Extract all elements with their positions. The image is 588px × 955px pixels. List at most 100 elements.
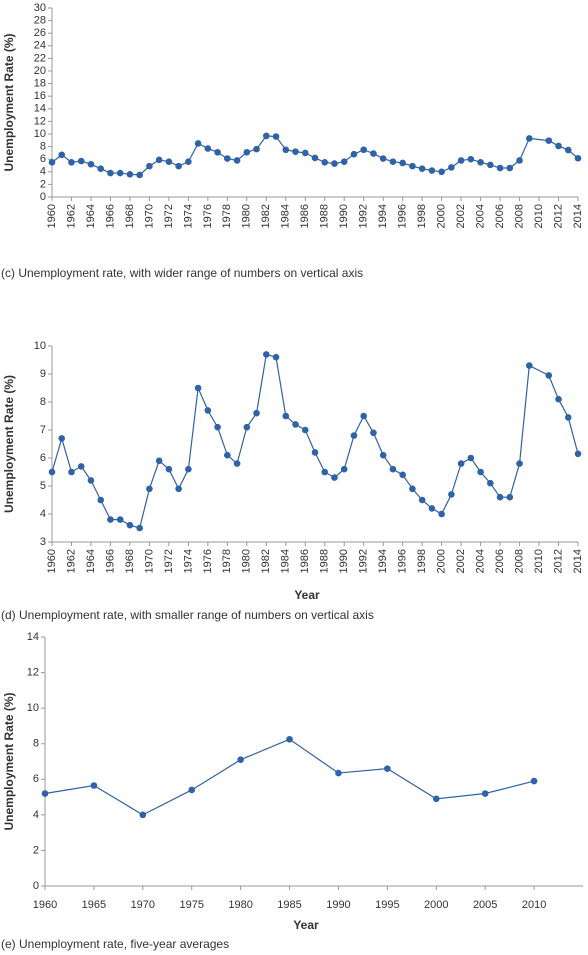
x-tick-label: 1980 bbox=[241, 549, 253, 573]
data-point bbox=[340, 158, 348, 166]
data-point bbox=[139, 811, 147, 819]
x-tick-label: 1968 bbox=[124, 204, 136, 228]
x-tick-label: 1968 bbox=[124, 549, 136, 573]
x-tick-label: 1988 bbox=[319, 549, 331, 573]
data-point bbox=[432, 795, 440, 803]
x-tick-label: 1974 bbox=[182, 549, 194, 573]
y-tick-label: 16 bbox=[34, 90, 46, 102]
x-tick-label: 1962 bbox=[65, 204, 77, 228]
x-tick-label: 1976 bbox=[202, 204, 214, 228]
x-tick-label: 1986 bbox=[299, 549, 311, 573]
data-point bbox=[243, 423, 251, 431]
x-tick-label: 1970 bbox=[143, 549, 155, 573]
data-point bbox=[448, 491, 455, 498]
data-point bbox=[292, 148, 299, 155]
x-tick-label: 1972 bbox=[163, 549, 175, 573]
y-tick-label: 5 bbox=[40, 480, 46, 492]
x-tick-label: 2002 bbox=[455, 204, 467, 228]
x-tick-label: 1994 bbox=[377, 549, 389, 573]
data-point bbox=[233, 460, 241, 467]
data-point bbox=[116, 169, 124, 177]
data-point bbox=[175, 485, 182, 493]
x-tick-label: 2004 bbox=[474, 549, 486, 573]
data-point bbox=[301, 149, 309, 157]
x-tick-label: 1988 bbox=[319, 204, 331, 228]
data-point bbox=[48, 468, 56, 476]
y-tick-label: 14 bbox=[27, 631, 39, 643]
x-axis-title: Year bbox=[293, 918, 319, 932]
x-tick-label: 2012 bbox=[552, 204, 564, 228]
x-tick-label: 1960 bbox=[46, 549, 58, 573]
data-point bbox=[282, 412, 290, 420]
data-point bbox=[136, 171, 143, 179]
data-point bbox=[155, 457, 163, 465]
x-tick-label: 1985 bbox=[277, 899, 301, 911]
y-tick-label: 4 bbox=[40, 508, 46, 520]
y-tick-label: 22 bbox=[34, 52, 46, 64]
data-point bbox=[224, 451, 231, 459]
y-tick-label: 12 bbox=[27, 666, 39, 678]
data-point bbox=[516, 460, 523, 467]
data-point bbox=[418, 496, 426, 504]
data-point bbox=[301, 426, 309, 434]
y-tick-label: 8 bbox=[33, 738, 39, 750]
data-point bbox=[516, 157, 523, 164]
x-tick-label: 1996 bbox=[397, 204, 409, 228]
data-point bbox=[545, 372, 553, 379]
data-point bbox=[467, 155, 475, 163]
data-point bbox=[185, 465, 192, 473]
y-tick-label: 9 bbox=[40, 368, 46, 380]
data-point bbox=[292, 421, 299, 428]
x-tick-label: 2012 bbox=[552, 549, 564, 573]
x-tick-label: 2004 bbox=[474, 204, 486, 228]
x-tick-label: 1990 bbox=[326, 899, 350, 911]
data-point bbox=[379, 451, 387, 459]
data-point bbox=[237, 756, 244, 764]
data-point bbox=[204, 145, 212, 152]
x-tick-label: 2000 bbox=[424, 899, 448, 911]
data-point bbox=[418, 165, 426, 172]
data-point bbox=[282, 146, 290, 154]
x-tick-label: 1992 bbox=[358, 204, 370, 228]
data-point bbox=[321, 468, 329, 476]
data-point bbox=[331, 160, 338, 167]
data-point bbox=[311, 154, 319, 162]
x-tick-label: 2014 bbox=[572, 549, 584, 573]
data-point bbox=[467, 454, 475, 462]
y-tick-label: 4 bbox=[40, 166, 46, 178]
x-tick-label: 2010 bbox=[533, 204, 545, 228]
x-tick-label: 1992 bbox=[358, 549, 370, 573]
data-point bbox=[477, 468, 484, 476]
x-tick-label: 1965 bbox=[82, 899, 106, 911]
data-line bbox=[44, 738, 535, 816]
x-tick-label: 1972 bbox=[163, 204, 175, 228]
data-point bbox=[175, 162, 182, 170]
x-tick-label: 1978 bbox=[221, 204, 233, 228]
data-point bbox=[272, 133, 280, 140]
x-tick-label: 1984 bbox=[280, 204, 292, 228]
data-point bbox=[87, 160, 95, 168]
y-tick-label: 7 bbox=[40, 424, 46, 436]
y-tick-label: 12 bbox=[34, 115, 46, 127]
y-tick-label: 14 bbox=[34, 103, 46, 115]
x-tick-label: 1990 bbox=[338, 204, 350, 228]
x-tick-label: 2014 bbox=[572, 204, 584, 228]
data-point bbox=[214, 148, 221, 156]
y-tick-label: 6 bbox=[33, 773, 39, 785]
data-point bbox=[360, 412, 368, 420]
data-point bbox=[564, 414, 572, 421]
data-point bbox=[311, 449, 319, 456]
y-tick-label: 28 bbox=[34, 15, 46, 27]
data-point bbox=[555, 395, 562, 403]
y-tick-label: 2 bbox=[40, 178, 46, 190]
x-tick-label: 1996 bbox=[397, 549, 409, 573]
data-point bbox=[370, 150, 377, 157]
y-tick-label: 10 bbox=[27, 702, 39, 714]
y-tick-label: 2 bbox=[33, 844, 39, 856]
data-point bbox=[335, 769, 342, 777]
data-point bbox=[188, 786, 196, 794]
x-tick-label: 1994 bbox=[377, 204, 389, 228]
data-point bbox=[262, 132, 270, 140]
data-line bbox=[51, 353, 579, 529]
data-point bbox=[214, 423, 221, 431]
